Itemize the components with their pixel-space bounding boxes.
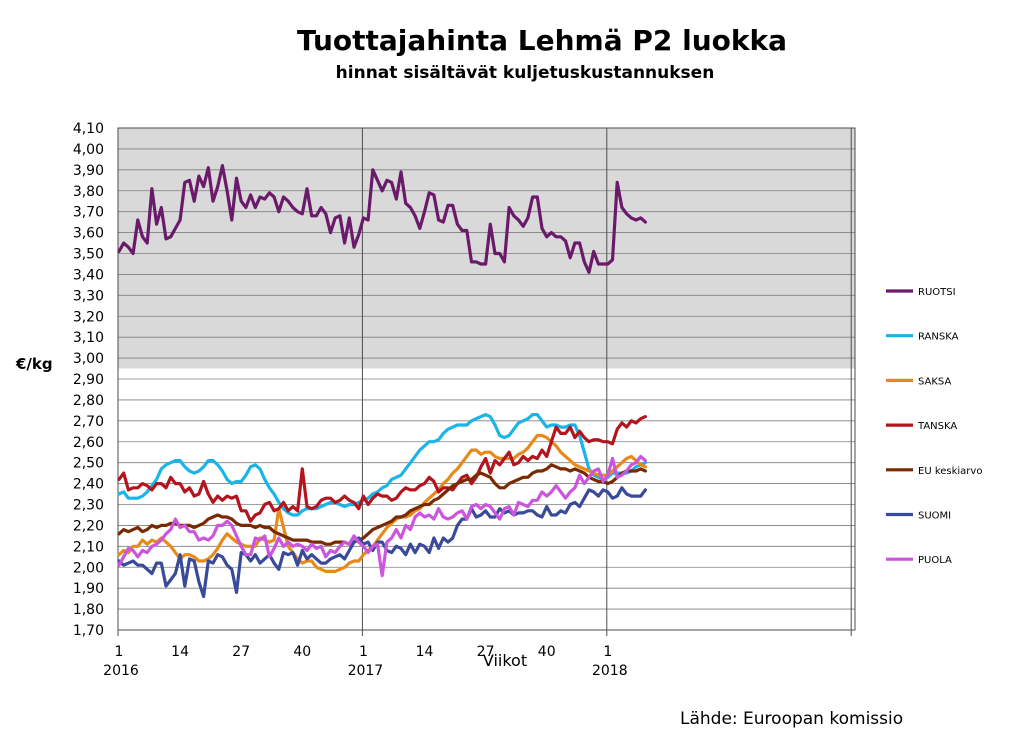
series-line [117,463,648,546]
plot-background [118,128,855,630]
y-tick-label: 3,70 [73,205,104,221]
x-tick-label: 14 [171,644,189,660]
legend-label: SUOMI [918,511,951,522]
chart-title: Tuottajahinta Lehmä P2 luokka [296,24,788,57]
y-tick-label: 2,30 [73,498,104,514]
series-line [117,433,648,574]
y-tick-label: 4,00 [73,142,104,158]
y-axis-label: €/kg [16,355,53,373]
grid-lines [117,127,856,636]
series-line [117,415,648,523]
y-tick-label: 4,10 [73,121,104,137]
legend-label: RANSKA [918,332,959,343]
x-axis-label: Viikot [483,651,527,670]
series-line [117,454,648,578]
plot-border [117,127,856,631]
y-tick-label: 3,80 [73,184,104,200]
x-tick-label: 27 [477,644,495,660]
y-tick-label: 3,20 [73,309,104,325]
y-tick-label: 2,70 [73,414,104,430]
y-tick-label: 3,00 [73,351,104,367]
y-tick-label: 3,50 [73,247,104,263]
legend-label: TANSKA [917,421,957,432]
y-axis-ticks: 1,70 1,80 1,90 2,00 2,10 2,20 2,30 2,40 2,50 2,60… [73,121,104,639]
y-tick-label: 3,60 [73,226,104,242]
y-tick-label: 1,80 [73,602,104,618]
plot-white-area [118,368,855,630]
chart-subtitle: hinnat sisältävät kuljetuskustannuksen [335,63,715,83]
series-lines [117,164,648,599]
series-line [117,413,648,517]
y-tick-label: 1,70 [73,623,104,639]
x-tick-label: 1 [603,644,612,660]
y-tick-label: 2,40 [73,477,104,493]
y-tick-label: 2,00 [73,560,104,576]
series-line [117,164,648,274]
series-line [117,486,648,599]
x-tick-label: 40 [538,644,556,660]
y-tick-label: 2,10 [73,539,104,555]
y-tick-label: 2,80 [73,393,104,409]
x-tick-label: 1 [359,644,368,660]
x-year-label: 2016 [103,663,139,679]
x-tick-label: 1 [115,644,124,660]
x-year-label: 2018 [592,663,628,679]
legend-label: RUOTSI [918,287,956,298]
x-tick-label: 27 [232,644,250,660]
y-tick-label: 3,40 [73,267,104,283]
y-tick-label: 3,30 [73,288,104,304]
x-tick-label: 40 [293,644,311,660]
legend-label: SAKSA [918,376,951,387]
y-tick-label: 3,90 [73,163,104,179]
y-tick-label: 1,90 [73,581,104,597]
y-tick-label: 2,90 [73,372,104,388]
y-tick-label: 2,20 [73,518,104,534]
legend: RUOTSI RANSKA SAKSA TANSKA EU keskiarvo SUOMI… [886,287,982,566]
x-axis-ticks: 1 14 27 40 1 14 27 40 1 2016 2017 2018 Viikot [103,644,627,679]
source-note: Lähde: Euroopan komissio [680,709,904,729]
x-tick-label: 14 [416,644,434,660]
x-year-label: 2017 [348,663,384,679]
legend-label: EU keskiarvo [918,466,982,477]
y-tick-label: 2,60 [73,435,104,451]
y-tick-label: 2,50 [73,456,104,472]
legend-label: PUOLA [918,555,952,566]
y-tick-label: 3,10 [73,330,104,346]
